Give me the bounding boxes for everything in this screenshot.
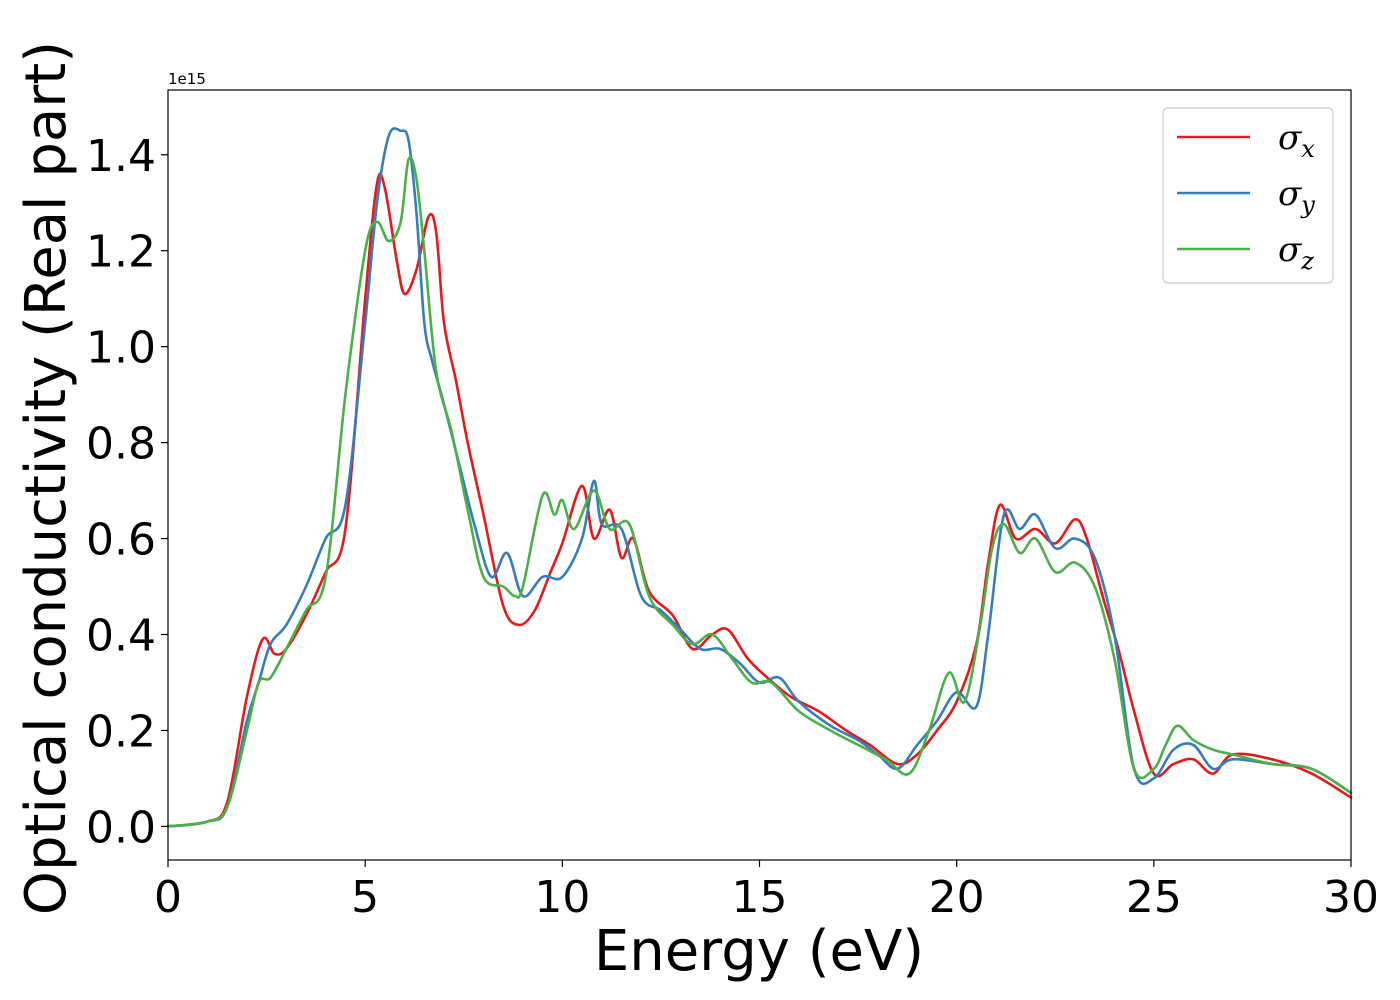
y-axis-title: Optical conductivity (Real part) xyxy=(14,41,79,915)
y-tick-label: 0.0 xyxy=(86,802,156,853)
y-tick-label: 0.6 xyxy=(86,515,156,566)
y-tick-label: 0.8 xyxy=(86,419,156,470)
x-tick-label: 5 xyxy=(351,872,379,923)
series-line-sigma-y xyxy=(166,127,1353,828)
x-tick-label: 30 xyxy=(1323,872,1379,923)
legend-subscript: x xyxy=(1301,135,1315,163)
y-offset-label: 1e15 xyxy=(168,70,206,88)
x-tick-label: 20 xyxy=(929,872,985,923)
x-tick-label: 0 xyxy=(154,872,182,923)
series-layer xyxy=(166,127,1353,828)
y-axis-ticks: 0.0 0.2 0.4 0.6 0.8 1.0 1.2 1.4 xyxy=(86,131,168,853)
x-tick-label: 15 xyxy=(732,872,788,923)
y-tick-label: 1.0 xyxy=(86,323,156,374)
y-tick-label: 1.4 xyxy=(86,131,156,182)
y-tick-label: 0.4 xyxy=(86,611,156,662)
legend-box xyxy=(1162,107,1334,284)
x-axis-title: Energy (eV) xyxy=(594,919,924,984)
y-tick-label: 1.2 xyxy=(86,227,156,278)
plot-background xyxy=(168,90,1351,860)
y-tick-label: 0.2 xyxy=(86,706,156,757)
legend-subscript: y xyxy=(1300,191,1315,219)
x-tick-label: 10 xyxy=(534,872,590,923)
x-axis-ticks: 0 5 10 15 20 25 30 xyxy=(154,860,1379,923)
legend-subscript: z xyxy=(1300,247,1314,275)
legend-label-sigma-y: σy xyxy=(1278,174,1315,219)
series-line-sigma-z xyxy=(166,156,1353,828)
x-tick-label: 25 xyxy=(1126,872,1182,923)
